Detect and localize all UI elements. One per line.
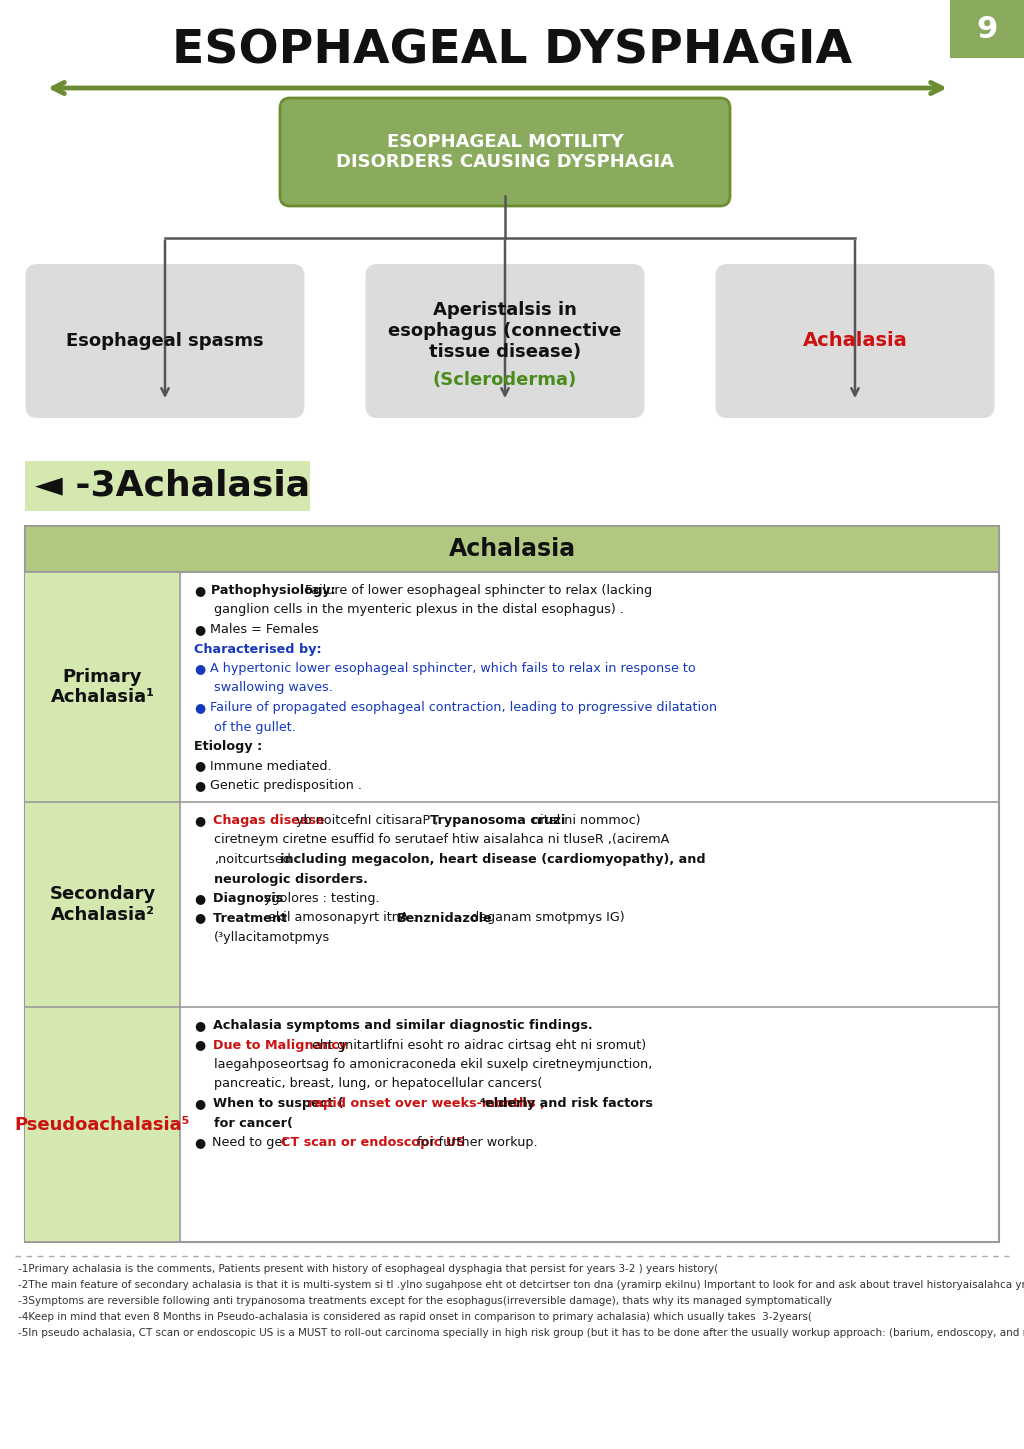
Text: ●: ● — [194, 584, 205, 597]
Text: Achalasia: Achalasia — [803, 332, 907, 351]
Text: Characterised by:: Characterised by: — [194, 642, 322, 655]
Text: ygolores : testing.: ygolores : testing. — [264, 893, 380, 906]
Text: Failure of lower esophageal sphincter to relax (lacking: Failure of lower esophageal sphincter to… — [301, 584, 652, 597]
Text: ⁴: ⁴ — [479, 1097, 485, 1110]
Text: yb noitcefnI citisaraP ,: yb noitcefnI citisaraP , — [292, 814, 438, 827]
Text: ●: ● — [194, 1039, 205, 1052]
Text: Genetic predisposition .: Genetic predisposition . — [202, 780, 361, 793]
Text: Immune mediated.: Immune mediated. — [202, 759, 331, 772]
Text: -1Primary achalasia is the comments, Patients present with history of esophageal: -1Primary achalasia is the comments, Pat… — [18, 1264, 718, 1274]
Text: Primary
Achalasia¹: Primary Achalasia¹ — [50, 668, 155, 707]
FancyBboxPatch shape — [280, 99, 730, 206]
Text: Treatment: Treatment — [204, 911, 287, 924]
FancyBboxPatch shape — [26, 264, 304, 417]
Text: for further workup.: for further workup. — [414, 1136, 538, 1149]
Text: laegahposeortsag fo amonicraconeda ekil suxelp ciretneymjunction,: laegahposeortsag fo amonicraconeda ekil … — [214, 1058, 652, 1071]
Text: ●: ● — [194, 759, 205, 772]
Text: Esophageal spasms: Esophageal spasms — [67, 332, 264, 351]
Text: ciretneym ciretne esuffid fo serutaef htiw aisalahca ni tluseR ,(aciremA: ciretneym ciretne esuffid fo serutaef ht… — [214, 833, 670, 846]
Text: CT scan or endoscopic US: CT scan or endoscopic US — [281, 1136, 465, 1149]
Text: ●: ● — [194, 1097, 205, 1110]
Text: ●: ● — [194, 1019, 205, 1032]
Text: elderly and risk factors: elderly and risk factors — [485, 1097, 653, 1110]
Text: (Scleroderma): (Scleroderma) — [433, 371, 578, 388]
Text: A hypertonic lower esophageal sphincter, which fails to relax in response to: A hypertonic lower esophageal sphincter,… — [202, 662, 695, 675]
FancyBboxPatch shape — [25, 526, 999, 572]
Text: ●: ● — [194, 662, 205, 675]
Text: of the gullet.: of the gullet. — [214, 720, 296, 733]
Text: Benznidazole: Benznidazole — [396, 911, 493, 924]
Text: ●: ● — [194, 623, 205, 636]
Text: Chagas disease: Chagas disease — [204, 814, 325, 827]
Text: Secondary
Achalasia²: Secondary Achalasia² — [49, 885, 156, 924]
Text: ESOPHAGEAL MOTILITY
DISORDERS CAUSING DYSPHAGIA: ESOPHAGEAL MOTILITY DISORDERS CAUSING DY… — [336, 133, 674, 171]
FancyBboxPatch shape — [25, 572, 180, 801]
FancyBboxPatch shape — [25, 801, 180, 1007]
Text: When to suspect (: When to suspect ( — [204, 1097, 343, 1110]
FancyBboxPatch shape — [25, 1007, 180, 1242]
Text: neurologic disorders.: neurologic disorders. — [214, 872, 368, 885]
Text: -4Keep in mind that even 8 Months in Pseudo-achalasia is considered as rapid ons: -4Keep in mind that even 8 Months in Pse… — [18, 1311, 812, 1321]
Text: ●: ● — [194, 893, 205, 906]
FancyBboxPatch shape — [950, 0, 1024, 58]
Text: ●: ● — [194, 701, 205, 714]
Text: ESOPHAGEAL DYSPHAGIA: ESOPHAGEAL DYSPHAGIA — [172, 28, 852, 72]
Text: Pathophysiology:: Pathophysiology: — [202, 584, 335, 597]
Text: swallowing waves.: swallowing waves. — [214, 681, 333, 694]
Text: eht gnitartlifni esoht ro aidrac cirtsag eht ni sromut): eht gnitartlifni esoht ro aidrac cirtsag… — [308, 1039, 646, 1052]
FancyBboxPatch shape — [716, 264, 994, 417]
Text: Trypanosoma cruzi: Trypanosoma cruzi — [430, 814, 565, 827]
Text: for cancer(: for cancer( — [214, 1117, 293, 1130]
Text: Pseudoachalasia⁵: Pseudoachalasia⁵ — [14, 1116, 190, 1133]
FancyBboxPatch shape — [366, 264, 644, 417]
FancyBboxPatch shape — [25, 526, 999, 1242]
Text: (³yllacitamotpmys: (³yllacitamotpmys — [214, 932, 331, 943]
Text: deganam smotpmys IG): deganam smotpmys IG) — [463, 911, 625, 924]
Text: Due to Malignancy: Due to Malignancy — [204, 1039, 347, 1052]
Text: ●: ● — [194, 911, 205, 924]
Text: ●: ● — [194, 1136, 205, 1149]
Text: ●: ● — [194, 814, 205, 827]
Text: ekil amosonapyrt itnA :: ekil amosonapyrt itnA : — [264, 911, 417, 924]
Text: -2The main feature of secondary achalasia is that it is multi-system si tI .ylno: -2The main feature of secondary achalasi… — [18, 1279, 1024, 1290]
Text: Aperistalsis in
esophagus (connective
tissue disease): Aperistalsis in esophagus (connective ti… — [388, 301, 622, 361]
Text: -3Symptoms are reversible following anti trypanosoma treatments except for the e: -3Symptoms are reversible following anti… — [18, 1295, 831, 1306]
Text: -5In pseudo achalasia, CT scan or endoscopic US is a MUST to roll-out carcinoma : -5In pseudo achalasia, CT scan or endosc… — [18, 1327, 1024, 1337]
Text: including megacolon, heart disease (cardiomyopathy), and: including megacolon, heart disease (card… — [281, 853, 706, 867]
FancyBboxPatch shape — [25, 461, 310, 511]
Text: ganglion cells in the myenteric plexus in the distal esophagus) .: ganglion cells in the myenteric plexus i… — [214, 603, 624, 616]
Text: ,noitcurtsed: ,noitcurtsed — [214, 853, 291, 867]
Text: ●: ● — [194, 780, 205, 793]
Text: rapid onset over weeks-months ,: rapid onset over weeks-months , — [308, 1097, 545, 1110]
Text: Etiology :: Etiology : — [194, 740, 262, 753]
Text: 9: 9 — [976, 14, 997, 43]
Text: Failure of propagated esophageal contraction, leading to progressive dilatation: Failure of propagated esophageal contrac… — [202, 701, 717, 714]
Text: Males = Females: Males = Females — [202, 623, 318, 636]
Text: pancreatic, breast, lung, or hepatocellular cancers(: pancreatic, breast, lung, or hepatocellu… — [214, 1078, 543, 1091]
Text: ◄ -3Achalasia: ◄ -3Achalasia — [35, 469, 310, 503]
Text: nital ni nommoc): nital ni nommoc) — [523, 814, 640, 827]
Text: Need to get: Need to get — [204, 1136, 291, 1149]
Text: Achalasia symptoms and similar diagnostic findings.: Achalasia symptoms and similar diagnosti… — [204, 1019, 592, 1032]
Text: Diagnosis: Diagnosis — [204, 893, 283, 906]
Text: Achalasia: Achalasia — [449, 538, 575, 561]
